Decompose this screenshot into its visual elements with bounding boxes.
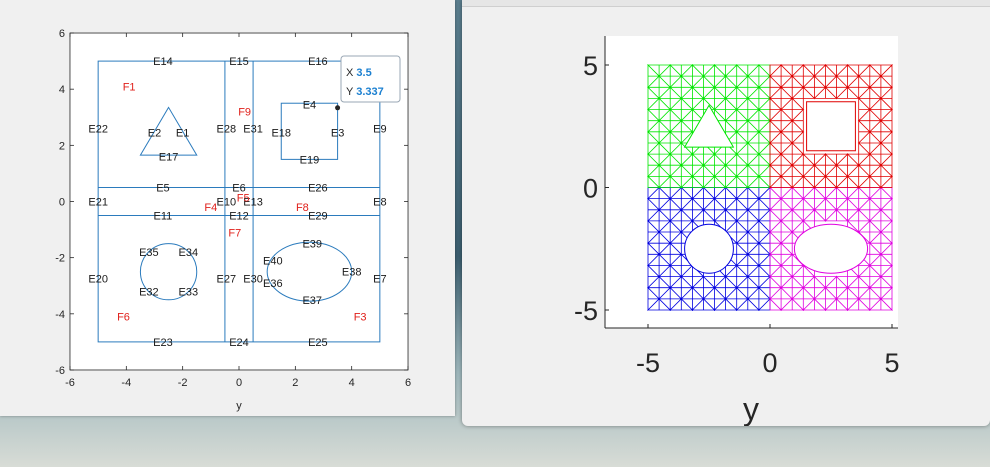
datatip-x-row: X 3.5 [346, 67, 372, 79]
edge-label: E9 [373, 123, 386, 135]
edge-label: E40 [263, 255, 283, 267]
edge-label: E11 [154, 211, 173, 223]
edge-label: E35 [139, 247, 159, 259]
y-tick-label: -5 [574, 296, 598, 326]
edge-labels: E14 E15 E16 E22 E2 E1 E28 E31 E18 E4 E3 E9 E17 E19 E5 E… [88, 56, 386, 349]
edge-label: E14 [153, 56, 173, 68]
edge-label: E36 [263, 278, 283, 290]
y-tick-label: 2 [59, 140, 65, 152]
edge-label: E5 [156, 182, 169, 194]
edge-label: E34 [179, 247, 199, 259]
edge-label: E19 [300, 154, 320, 166]
mesh-region [647, 64, 771, 189]
edge-label: E26 [308, 182, 328, 194]
x-tick-label: -4 [121, 377, 131, 389]
triangle-hole [139, 106, 198, 156]
y-tick-label: 4 [59, 84, 65, 96]
edge-label: E22 [88, 123, 108, 135]
edge-label: E39 [302, 239, 322, 251]
axis-ticks: -5 0 5 5 0 -5 [574, 36, 900, 378]
y-tick-label: -2 [55, 253, 65, 265]
edge-label: E38 [342, 267, 362, 279]
edge-label: E28 [217, 123, 237, 135]
edge-label: E12 [229, 211, 249, 223]
edge-label: E30 [243, 274, 263, 286]
x-tick-label: 0 [762, 348, 777, 378]
edge-label: E6 [232, 182, 245, 194]
edge-label: E20 [88, 274, 108, 286]
mesh-plot[interactable]: -5 0 5 5 0 -5 y [462, 0, 990, 426]
y-tick-label: 6 [59, 28, 65, 40]
x-tick-label: -2 [178, 377, 188, 389]
edge-label: E27 [217, 274, 237, 286]
face-label: F7 [228, 227, 241, 239]
edge-label: E21 [88, 197, 108, 209]
edge-label: E3 [331, 128, 344, 140]
datatip-y-value: 3.337 [356, 86, 384, 98]
edge-label: E16 [308, 56, 328, 68]
x-axis-label: y [743, 391, 759, 426]
edge-label: E24 [229, 337, 249, 349]
datatip-y-row: Y 3.337 [346, 86, 384, 98]
datatip-y-label: Y [346, 86, 356, 98]
edge-label: E29 [308, 211, 328, 223]
edge-label: E18 [271, 128, 291, 140]
datatip-box[interactable] [340, 55, 401, 103]
datatip[interactable]: X 3.5Y 3.337 [335, 55, 401, 111]
edge-label: E8 [373, 197, 386, 209]
x-tick-label: 5 [884, 348, 899, 378]
face-label: F6 [117, 312, 130, 324]
ellipse-hole [793, 223, 869, 274]
y-tick-label: -6 [55, 365, 65, 377]
x-axis-label: y [236, 400, 242, 412]
square-hole [806, 101, 856, 152]
edge-label: E10 [217, 197, 237, 209]
x-tick-label: -5 [636, 348, 660, 378]
edge-label: E31 [243, 123, 263, 135]
x-tick-label: 0 [236, 377, 242, 389]
edge-label: E32 [139, 286, 159, 298]
triangle-hole [683, 104, 735, 148]
x-tick-label: 4 [349, 377, 355, 389]
edge-label: E37 [302, 295, 322, 307]
axis-ticks: -6 -4 -2 0 2 4 6 6 4 2 0 -2 -4 -6 [55, 28, 411, 389]
edge-label: E33 [179, 286, 199, 298]
datatip-x-label: X [346, 67, 356, 79]
figure-window-geometry[interactable]: -6 -4 -2 0 2 4 6 6 4 2 0 -2 -4 -6 E14 E15 E16 E22 E2 E1 E28… [0, 0, 455, 416]
edge-label: E15 [229, 56, 249, 68]
square-hole [280, 102, 339, 160]
x-tick-label: 2 [292, 377, 298, 389]
edge-label: E2 [148, 128, 161, 140]
window-title-strip [462, 0, 990, 7]
face-label: F9 [238, 107, 251, 119]
x-tick-label: 6 [405, 377, 411, 389]
face-label: F3 [354, 312, 367, 324]
edge-label: E7 [373, 274, 386, 286]
edge-label: E4 [303, 100, 316, 112]
triangular-mesh [647, 64, 893, 311]
datatip-x-value: 3.5 [356, 67, 371, 79]
x-tick-label: -6 [65, 377, 75, 389]
figure-window-mesh[interactable]: -5 0 5 5 0 -5 y [462, 0, 990, 426]
circle-hole [139, 243, 198, 301]
ellipse-hole [266, 241, 353, 302]
face-label: F8 [296, 202, 309, 214]
mesh-region [769, 64, 893, 189]
edge-label: E1 [176, 128, 189, 140]
geometry-plot[interactable]: -6 -4 -2 0 2 4 6 6 4 2 0 -2 -4 -6 E14 E15 E16 E22 E2 E1 E28… [0, 0, 455, 416]
edge-label: E25 [308, 337, 328, 349]
face-label: F4 [204, 202, 217, 214]
y-tick-label: 0 [59, 197, 65, 209]
edge-label: E17 [159, 152, 179, 164]
face-label: F1 [123, 81, 136, 93]
outer-boundary [97, 60, 381, 343]
circle-hole [684, 223, 734, 274]
y-tick-label: 5 [583, 51, 598, 81]
edge-label: E23 [153, 337, 173, 349]
y-tick-label: 0 [583, 174, 598, 204]
y-tick-label: -4 [55, 309, 65, 321]
datatip-marker[interactable] [335, 105, 341, 111]
edge-label: E13 [243, 197, 263, 209]
face-label: F5 [237, 192, 250, 204]
